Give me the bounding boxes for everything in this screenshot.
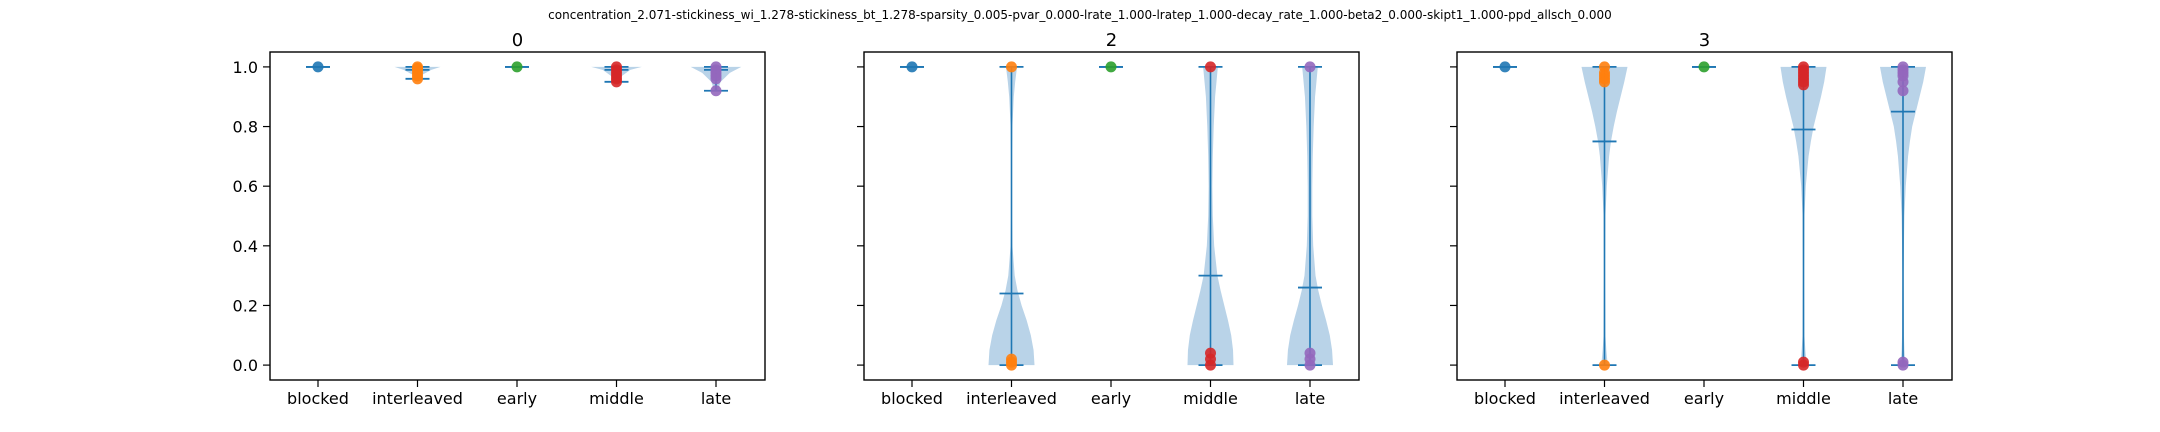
data-point xyxy=(1006,61,1017,73)
data-point xyxy=(412,73,423,85)
data-point xyxy=(1006,359,1017,371)
panel-title: 2 xyxy=(1106,30,1117,51)
violin-blocked xyxy=(900,61,924,73)
axes-frame xyxy=(1456,51,1953,381)
violin-late xyxy=(1880,61,1926,371)
xtick-label: middle xyxy=(1776,389,1831,408)
xtick-label: interleaved xyxy=(966,389,1057,408)
violin-late xyxy=(1287,61,1333,371)
data-point xyxy=(1499,61,1511,73)
data-point xyxy=(1798,79,1809,91)
data-point xyxy=(1897,85,1909,97)
data-point xyxy=(511,61,523,73)
data-point xyxy=(1205,61,1216,73)
violin-interleaved xyxy=(1581,61,1628,371)
data-point xyxy=(906,61,918,73)
violin-interleaved xyxy=(394,61,441,85)
xtick-label: middle xyxy=(1183,389,1238,408)
ytick-label: 0.8 xyxy=(233,118,258,137)
data-point xyxy=(710,73,722,85)
data-point xyxy=(1599,76,1610,88)
xtick-label: blocked xyxy=(287,389,349,408)
xtick-label: interleaved xyxy=(372,389,463,408)
data-point xyxy=(1304,61,1316,73)
xtick-label: late xyxy=(1888,389,1918,408)
chart-panel-0: 0 0.0 0.2 0.4 0.6 0.8 1.0 blocked interleaved ear… xyxy=(233,30,766,408)
violin-interleaved xyxy=(988,61,1035,371)
violin-early xyxy=(1099,61,1123,73)
figure-suptitle: concentration_2.071-stickiness_wi_1.278-… xyxy=(548,8,1612,22)
data-point xyxy=(1698,61,1710,73)
axes-frame xyxy=(269,51,766,381)
ytick-label: 0.4 xyxy=(233,237,258,256)
chart-panel-3: 3 blocked interleaved early middle late xyxy=(1450,30,1953,408)
xtick-label: late xyxy=(701,389,731,408)
xtick-label: early xyxy=(1091,389,1131,408)
xtick-label: interleaved xyxy=(1559,389,1650,408)
xtick-label: early xyxy=(497,389,537,408)
violin-middle xyxy=(591,61,642,88)
violin-middle xyxy=(1187,61,1234,371)
xtick-label: blocked xyxy=(881,389,943,408)
axes-frame xyxy=(863,51,1360,381)
violin-blocked xyxy=(1493,61,1517,73)
ytick-label: 0.0 xyxy=(233,356,258,375)
ytick-label: 0.6 xyxy=(233,177,258,196)
data-point xyxy=(611,76,622,88)
panel-title: 0 xyxy=(512,30,523,51)
data-point xyxy=(1205,359,1216,371)
data-point xyxy=(1897,76,1909,88)
data-point xyxy=(1105,61,1117,73)
violin-middle xyxy=(1780,61,1827,371)
data-point xyxy=(1304,359,1316,371)
xtick-label: middle xyxy=(589,389,644,408)
ytick-label: 0.2 xyxy=(233,296,258,315)
violin-blocked xyxy=(306,61,330,73)
xtick-label: early xyxy=(1684,389,1724,408)
data-point xyxy=(710,85,722,97)
data-point xyxy=(1897,359,1909,371)
panel-title: 3 xyxy=(1699,30,1710,51)
violin-early xyxy=(505,61,529,73)
violin-early xyxy=(1692,61,1716,73)
data-point xyxy=(312,61,324,73)
violin-late xyxy=(690,61,742,97)
data-point xyxy=(1599,359,1610,371)
chart-panel-2: 2 blocked interleaved early middle late xyxy=(857,30,1360,408)
data-point xyxy=(1798,359,1809,371)
panels-group: 0 0.0 0.2 0.4 0.6 0.8 1.0 blocked interleaved ear… xyxy=(233,30,1953,408)
xtick-label: late xyxy=(1295,389,1325,408)
ytick-label: 1.0 xyxy=(233,58,258,77)
xtick-label: blocked xyxy=(1474,389,1536,408)
